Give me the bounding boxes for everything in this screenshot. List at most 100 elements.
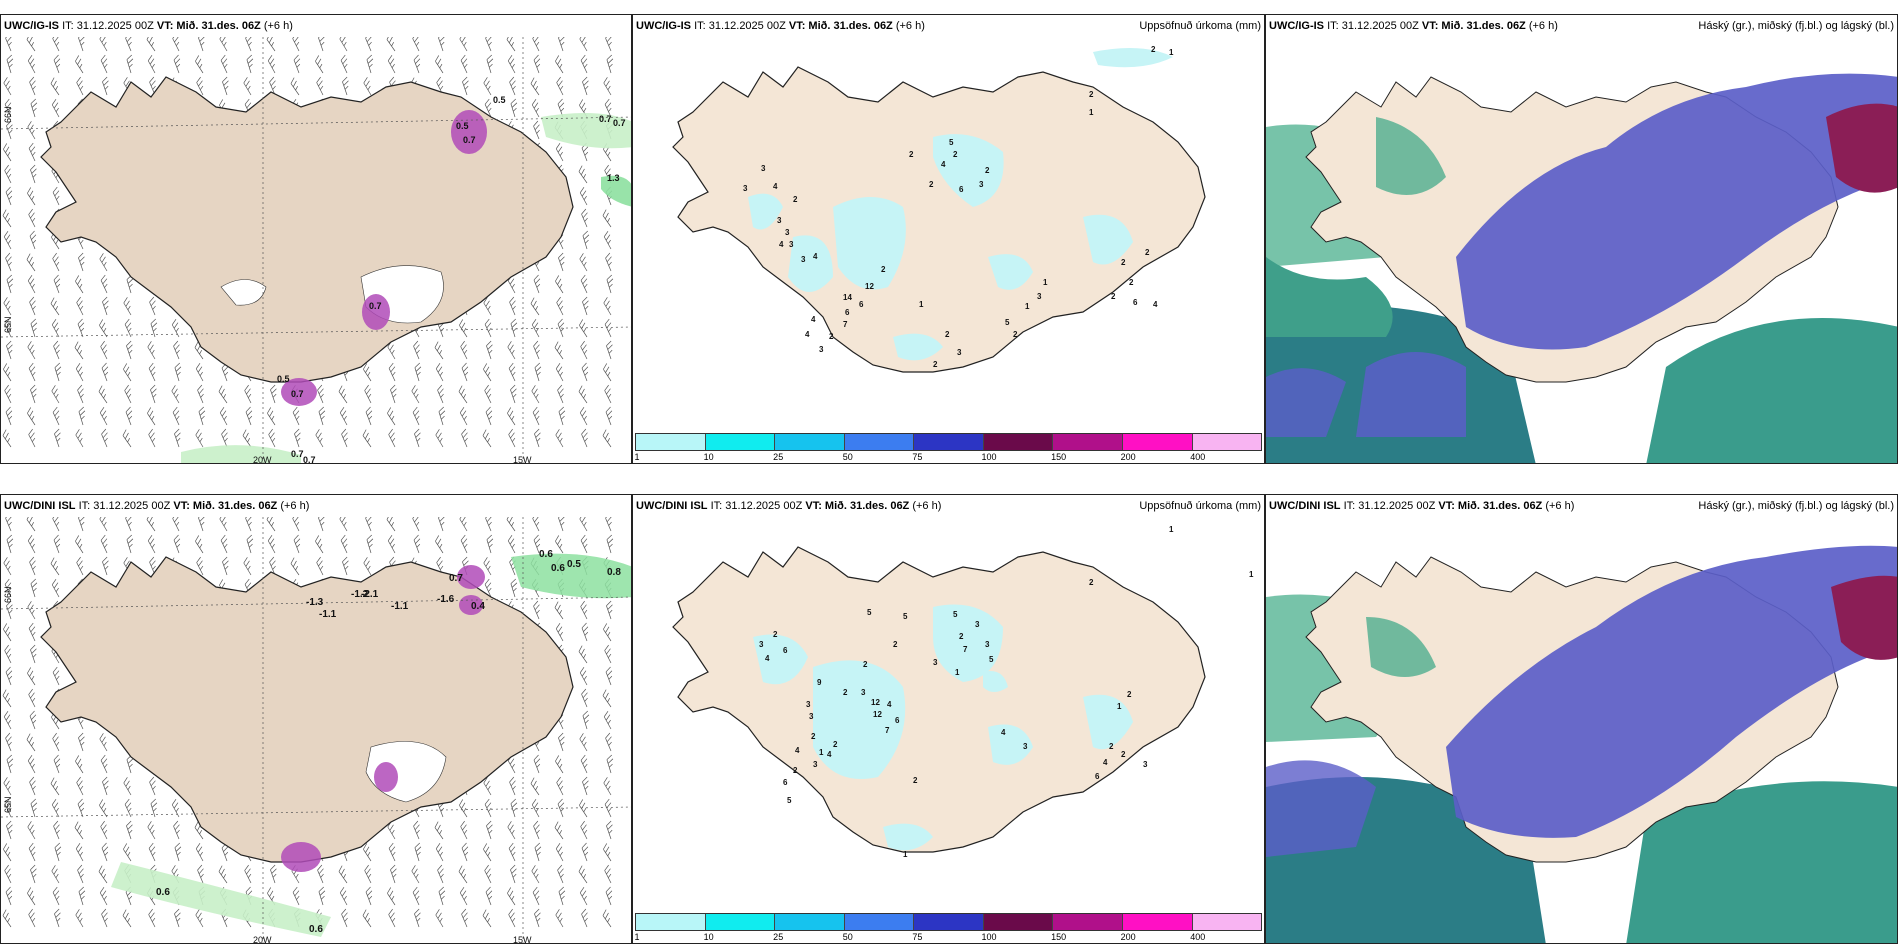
wind-barb bbox=[197, 864, 204, 884]
wind-barb bbox=[603, 711, 612, 730]
wind-barb bbox=[3, 843, 12, 862]
wind-barb bbox=[413, 54, 421, 74]
wind-barb bbox=[506, 517, 516, 532]
wind-map[interactable]: 66N 65N 20W 15W 0.6 0.6 0.5 0.8 -1.3 -1.… bbox=[1, 517, 632, 944]
wind-barb bbox=[269, 556, 276, 576]
colorbar-swatch bbox=[775, 434, 845, 450]
wind-barb bbox=[510, 384, 517, 404]
wind-barb bbox=[6, 754, 14, 774]
wind-barb bbox=[148, 362, 156, 382]
wind-barb bbox=[148, 908, 156, 928]
wind-barb bbox=[221, 842, 229, 862]
wind-barb bbox=[604, 98, 612, 118]
wind-barb bbox=[365, 406, 373, 426]
wind-barb bbox=[412, 886, 420, 906]
snow-value-label: 0.6 bbox=[309, 924, 323, 935]
cloud-map-panel-top[interactable]: UWC/IG-IS IT: 31.12.2025 00Z VT: Mið. 31… bbox=[1265, 14, 1898, 464]
colorbar-tick: 1 bbox=[634, 932, 640, 942]
precip-value: 5 bbox=[867, 608, 872, 617]
init-time: IT: 31.12.2025 00Z bbox=[62, 20, 154, 32]
wind-barb bbox=[221, 362, 229, 382]
model-name: UWC/IG-IS bbox=[636, 20, 691, 32]
wind-barb bbox=[554, 601, 564, 620]
wind-barb bbox=[485, 886, 493, 906]
precip-area bbox=[813, 660, 906, 779]
colorbar-swatch bbox=[1053, 914, 1123, 930]
wind-barb bbox=[102, 776, 109, 796]
init-time: IT: 31.12.2025 00Z bbox=[1343, 500, 1436, 512]
precip-map[interactable]: 1 2 5 2 2 3 6 4 9 3 5 7 3 3 5 2 5 3 1 2 … bbox=[633, 517, 1265, 922]
snow-value-label: 0.7 bbox=[291, 449, 304, 459]
valid-time: VT: Mið. 31.des. 06Z bbox=[1421, 20, 1526, 32]
precip-area bbox=[988, 254, 1033, 290]
wind-barb bbox=[221, 428, 228, 448]
wind-barb bbox=[556, 296, 564, 316]
lead-time: (+6 h) bbox=[1528, 20, 1558, 32]
wind-barb bbox=[54, 362, 62, 382]
wind-barb bbox=[366, 54, 374, 74]
precip-map[interactable]: 2 1 2 1 5 2 4 2 2 3 2 6 3 3 4 3 3 4 3 4 … bbox=[633, 37, 1265, 442]
precip-area bbox=[788, 235, 833, 292]
wind-barb bbox=[126, 754, 134, 774]
wind-barb bbox=[558, 732, 565, 752]
wind-barb bbox=[173, 340, 180, 360]
wind-map-panel-bottom[interactable]: UWC/DINI ISL IT: 31.12.2025 00Z VT: Mið.… bbox=[0, 494, 632, 944]
precip-value: 3 bbox=[933, 658, 938, 667]
wind-barb bbox=[78, 517, 85, 532]
wind-barb bbox=[270, 864, 277, 884]
wind-barb bbox=[603, 77, 612, 96]
wind-barb bbox=[533, 274, 541, 294]
iceland-landmass bbox=[672, 546, 1206, 853]
wind-barb bbox=[30, 164, 37, 184]
precip-map-panel-bottom[interactable]: UWC/DINI ISL IT: 31.12.2025 00Z VT: Mið.… bbox=[632, 494, 1265, 944]
wind-barb bbox=[483, 297, 492, 316]
wind-barb bbox=[365, 37, 372, 52]
wind-barb bbox=[606, 754, 614, 774]
snowfall-area bbox=[511, 553, 631, 599]
wind-barb bbox=[3, 557, 12, 576]
wind-barb bbox=[580, 600, 588, 620]
lon-label-15w: 15W bbox=[513, 935, 532, 944]
colorbar-tick: 25 bbox=[773, 932, 784, 942]
wind-map[interactable]: 66N 65N 20W 15W 0.5 0.7 0.7 1.3 0.5 0.7 … bbox=[1, 37, 632, 464]
wind-barb bbox=[195, 843, 204, 862]
wind-barb bbox=[555, 909, 564, 928]
precip-map-panel-top[interactable]: UWC/IG-IS IT: 31.12.2025 00Z VT: Mið. 31… bbox=[632, 14, 1265, 464]
wind-barb bbox=[509, 296, 516, 316]
wind-barb bbox=[554, 341, 564, 360]
wind-map-panel-top[interactable]: UWC/IG-IS IT: 31.12.2025 00Z VT: Mið. 31… bbox=[0, 14, 632, 464]
wind-barb bbox=[579, 319, 588, 338]
wind-barb bbox=[196, 556, 204, 576]
precip-value: 3 bbox=[861, 688, 866, 697]
cloud-map[interactable] bbox=[1266, 37, 1898, 464]
wind-barb bbox=[318, 406, 326, 426]
wind-barb bbox=[555, 429, 564, 448]
panel-header: UWC/IG-IS IT: 31.12.2025 00Z VT: Mið. 31… bbox=[633, 15, 1264, 37]
wind-barb bbox=[147, 821, 156, 840]
wind-barb bbox=[30, 644, 37, 664]
colorbar-ticks: 1 10 25 50 75 100 150 200 400 bbox=[634, 452, 1262, 463]
cloud-map[interactable] bbox=[1266, 517, 1898, 944]
wind-barb bbox=[246, 54, 254, 74]
wind-barb bbox=[315, 535, 324, 554]
precip-area bbox=[893, 333, 943, 361]
wind-barb bbox=[292, 37, 300, 52]
precip-value-labels: 1 2 5 2 2 3 6 4 9 3 5 7 3 3 5 2 5 3 1 2 … bbox=[759, 525, 1254, 859]
wind-barb bbox=[30, 864, 37, 884]
wind-barb bbox=[507, 55, 516, 74]
wind-barb bbox=[386, 37, 396, 52]
wind-barb bbox=[124, 384, 132, 404]
wind-barb bbox=[293, 534, 301, 554]
wind-barb bbox=[5, 406, 13, 426]
wind-barb bbox=[99, 407, 108, 426]
precip-value: 2 bbox=[985, 166, 990, 175]
wind-barb bbox=[459, 517, 468, 532]
precip-value: 3 bbox=[743, 184, 748, 193]
colorbar-swatch bbox=[983, 914, 1054, 930]
precip-value: 2 bbox=[793, 195, 798, 204]
wind-barb bbox=[149, 296, 156, 316]
precip-value: 7 bbox=[885, 726, 890, 735]
wind-barb bbox=[580, 534, 588, 554]
cloud-map-panel-bottom[interactable]: UWC/DINI ISL IT: 31.12.2025 00Z VT: Mið.… bbox=[1265, 494, 1898, 944]
wind-barb bbox=[435, 843, 444, 862]
